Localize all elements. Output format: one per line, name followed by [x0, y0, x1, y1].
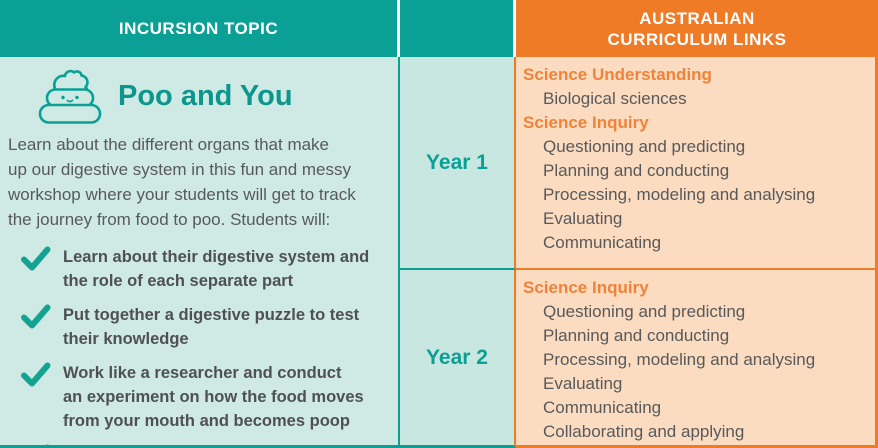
- header-incursion-topic: INCURSION TOPIC: [0, 0, 400, 57]
- header-curriculum-links-label: AUSTRALIAN CURRICULUM LINKS: [607, 8, 787, 49]
- year-1-cell: Year 1: [400, 57, 516, 270]
- year-2-label: Year 2: [426, 345, 488, 369]
- check-icon: [21, 246, 51, 271]
- section-item: Evaluating: [543, 209, 623, 228]
- section-item: Questioning and predicting: [543, 137, 746, 156]
- poo-icon: [38, 69, 102, 124]
- section-heading: Science Understanding: [523, 65, 712, 84]
- list-item: Put together a digestive puzzle to test …: [21, 303, 390, 351]
- header-incursion-topic-label: INCURSION TOPIC: [118, 18, 279, 38]
- year-2-cell: Year 2: [400, 270, 516, 448]
- list-item: Learn about their digestive system and t…: [21, 245, 390, 293]
- year-1-links-cell: Science Understanding Biological science…: [516, 57, 878, 270]
- section-item: Questioning and predicting: [543, 302, 746, 321]
- check-icon: [45, 444, 50, 445]
- header-year-spacer: [400, 0, 516, 57]
- section-item: Processing, modeling and analysing: [543, 350, 816, 369]
- topic-title: Poo and You: [118, 79, 293, 112]
- section-item: Processing, modeling and analysing: [543, 185, 816, 204]
- year-1-label: Year 1: [426, 150, 488, 174]
- check-icon: [21, 362, 51, 387]
- section-item: Evaluating: [543, 374, 623, 393]
- list-item: Communicate results and ideas: [21, 443, 390, 445]
- section-heading: Science Inquiry: [523, 113, 649, 132]
- topic-cell: Poo and You Learn about the different or…: [0, 57, 400, 448]
- topic-description: Learn about the different organs that ma…: [8, 135, 356, 229]
- section-item: Planning and conducting: [543, 326, 730, 345]
- bullet-text: Learn about their digestive system and t…: [63, 248, 370, 290]
- topic-bullet-list: Learn about their digestive system and t…: [8, 245, 390, 445]
- year-2-links-cell: Science Inquiry Questioning and predicti…: [516, 270, 878, 448]
- section-item: Communicating: [543, 398, 662, 417]
- list-item: Work like a researcher and conduct an ex…: [21, 361, 390, 433]
- topic-header: Poo and You: [38, 67, 390, 125]
- check-icon: [21, 304, 51, 329]
- section-heading: Science Inquiry: [523, 278, 649, 297]
- bullet-text: Work like a researcher and conduct an ex…: [63, 364, 364, 430]
- bullet-text: Communicate results and ideas: [63, 443, 312, 445]
- section-item: Biological sciences: [543, 89, 687, 108]
- section-item: Planning and conducting: [543, 161, 730, 180]
- header-curriculum-links: AUSTRALIAN CURRICULUM LINKS: [516, 0, 878, 57]
- section-item: Collaborating and applying: [543, 422, 745, 441]
- bullet-text: Put together a digestive puzzle to test …: [63, 306, 360, 348]
- section-item: Communicating: [543, 233, 662, 252]
